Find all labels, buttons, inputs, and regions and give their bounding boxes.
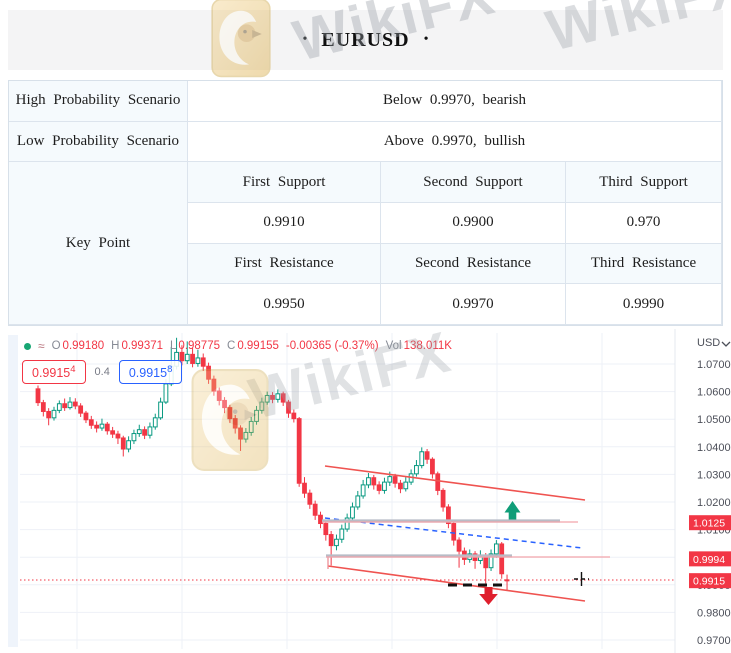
second-resistance-label: Second Resistance — [381, 243, 566, 285]
first-support-value: 0.9910 — [188, 203, 381, 244]
chart-menu-icon[interactable]: ≈ — [38, 339, 45, 353]
title-bullet-left: • — [302, 32, 308, 47]
svg-text:1.0400: 1.0400 — [697, 442, 731, 454]
change-value: -0.00365 (-0.37%) — [285, 340, 379, 352]
third-resistance-value: 0.9990 — [566, 284, 722, 325]
ohlc-values: O 0.99180 H 0.99371 L 0.98775 C 0.99155 -0.00365… — [51, 340, 452, 352]
symbol-title: EURUSD — [321, 28, 410, 51]
svg-text:1.0700: 1.0700 — [697, 359, 731, 371]
page-header: • EURUSD • — [8, 10, 723, 70]
svg-text:0.9700: 0.9700 — [697, 635, 731, 647]
third-support-value: 0.970 — [566, 203, 722, 244]
analysis-table: High Probability Scenario Below 0.9970, … — [8, 80, 723, 326]
trend-dashed-blue — [324, 517, 583, 549]
scenario-high-label: High Probability Scenario — [9, 81, 188, 122]
svg-text:1.0500: 1.0500 — [697, 414, 731, 426]
second-resistance-value: 0.9970 — [381, 284, 566, 325]
second-support-value: 0.9900 — [381, 203, 566, 244]
scenario-low-value: Above 0.9970, bullish — [188, 121, 722, 163]
market-open-dot — [24, 342, 31, 350]
bullish-arrow — [504, 501, 521, 520]
ohlc-legend: ≈ O 0.99180 H 0.99371 L 0.98775 C 0.99155 -0.003… — [24, 340, 454, 352]
third-support-label: Third Support — [566, 162, 722, 203]
chart-left-strip — [8, 335, 18, 647]
svg-text:0.9994: 0.9994 — [693, 554, 725, 566]
key-point-label: Key Point — [9, 162, 188, 325]
first-resistance-label: First Resistance — [188, 243, 381, 285]
page-title: • EURUSD • — [302, 29, 428, 52]
svg-text:USD: USD — [697, 337, 720, 349]
volume-label: Vol — [385, 340, 402, 352]
svg-text:1.0200: 1.0200 — [697, 497, 731, 509]
title-bullet-right: • — [423, 32, 429, 47]
first-support-label: First Support — [188, 162, 381, 203]
bid-ask-row: 0.99154 0.4 0.99158 — [22, 360, 183, 385]
channel-upper — [324, 465, 586, 501]
scenario-high-value: Below 0.9970, bearish — [188, 81, 722, 122]
ask-price-button[interactable]: 0.99158 — [118, 360, 183, 385]
svg-text:1.0125: 1.0125 — [693, 518, 725, 530]
bearish-arrow — [479, 587, 498, 605]
bid-price-button[interactable]: 0.99154 — [22, 360, 86, 385]
third-resistance-label: Third Resistance — [566, 243, 722, 285]
price-chart-section: USD 1.0700 1.0600 1.0500 1.0400 1.0300 1.0200 1… — [8, 329, 731, 653]
svg-text:1.0600: 1.0600 — [697, 387, 731, 399]
svg-text:1.0300: 1.0300 — [697, 469, 731, 481]
svg-text:0.9915: 0.9915 — [693, 576, 725, 588]
first-resistance-value: 0.9950 — [188, 284, 381, 325]
volume-value: 138.011K — [403, 340, 452, 352]
svg-text:0.9800: 0.9800 — [697, 607, 731, 619]
scenario-low-label: Low Probability Scenario — [9, 121, 188, 163]
spread-value: 0.4 — [94, 366, 110, 379]
second-support-label: Second Support — [381, 162, 566, 203]
